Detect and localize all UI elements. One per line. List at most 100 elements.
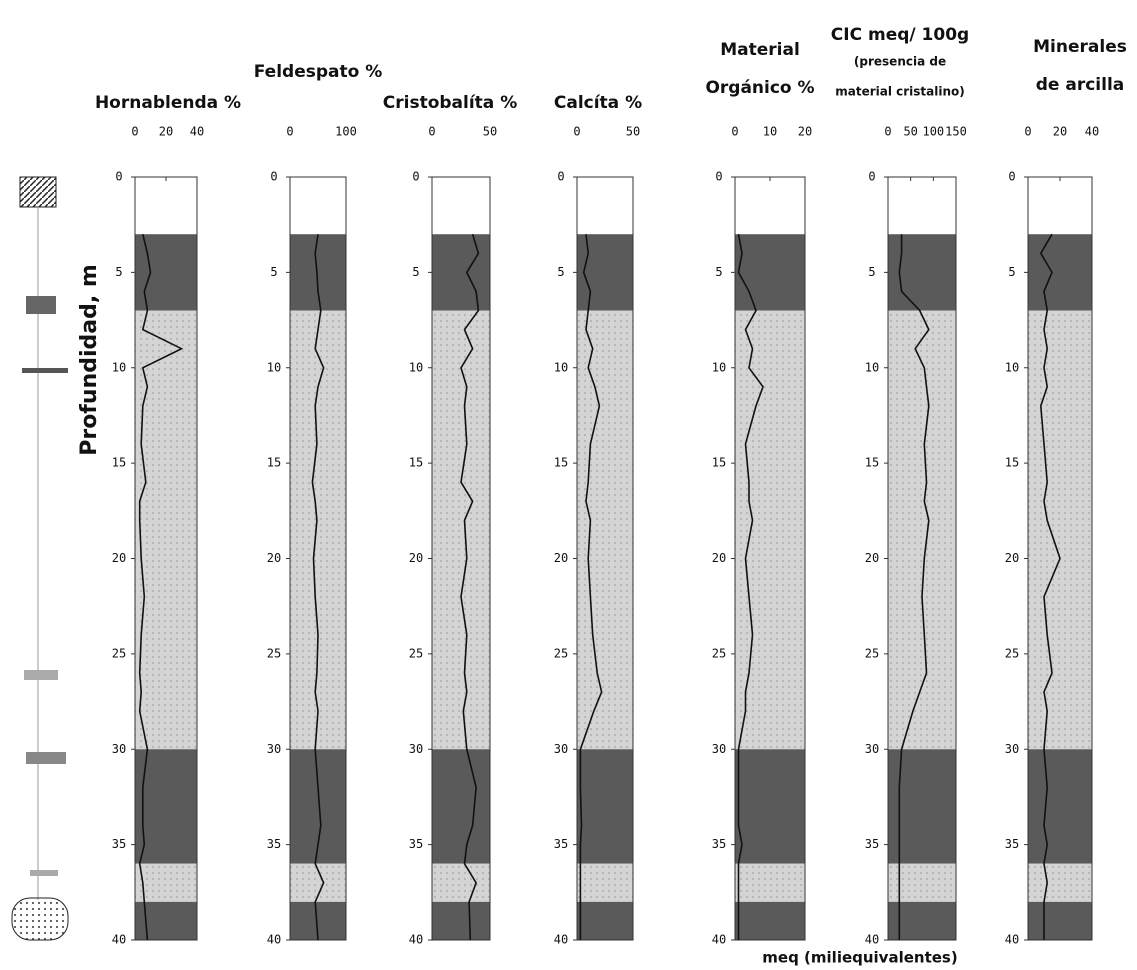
y-tick-label: 10 xyxy=(1005,360,1019,374)
y-tick-label: 5 xyxy=(1008,265,1015,279)
lithology-column xyxy=(12,177,68,940)
layer-texture xyxy=(432,311,490,750)
panel-title: Feldespato % xyxy=(254,62,383,82)
x-tick-label: 50 xyxy=(483,125,497,139)
y-tick-label: 35 xyxy=(554,837,568,851)
x-tick-label: 0 xyxy=(131,125,138,139)
y-tick-label: 10 xyxy=(267,360,281,374)
layer-texture xyxy=(735,311,805,750)
y-tick-label: 40 xyxy=(712,933,726,947)
y-tick-label: 5 xyxy=(868,265,875,279)
x-tick-label: 0 xyxy=(428,125,435,139)
figure: Profundidad, m meq (miliequivalentes) 05… xyxy=(0,0,1137,970)
y-tick-label: 35 xyxy=(1005,837,1019,851)
y-tick-label: 20 xyxy=(112,551,126,565)
y-tick-label: 20 xyxy=(554,551,568,565)
x-tick-label: 0 xyxy=(731,125,738,139)
y-tick-label: 25 xyxy=(112,646,126,660)
y-tick-label: 10 xyxy=(712,360,726,374)
y-tick-label: 25 xyxy=(865,646,879,660)
layer xyxy=(577,749,633,863)
x-tick-label: 20 xyxy=(798,125,812,139)
layer xyxy=(135,234,197,310)
y-tick-label: 25 xyxy=(409,646,423,660)
y-tick-label: 35 xyxy=(112,837,126,851)
layer xyxy=(1028,234,1092,310)
y-tick-label: 20 xyxy=(865,551,879,565)
unit-note: meq (miliequivalentes) xyxy=(762,949,957,967)
x-tick-label: 20 xyxy=(159,125,173,139)
y-tick-label: 40 xyxy=(865,933,879,947)
litho-bed xyxy=(22,368,68,373)
y-tick-label: 10 xyxy=(409,360,423,374)
y-tick-label: 0 xyxy=(115,170,122,184)
y-tick-label: 20 xyxy=(1005,551,1019,565)
y-tick-label: 40 xyxy=(1005,933,1019,947)
y-tick-label: 40 xyxy=(267,933,281,947)
litho-bed xyxy=(24,670,58,680)
panel-title: Hornablenda % xyxy=(95,93,241,113)
y-tick-label: 15 xyxy=(1005,456,1019,470)
layer xyxy=(577,902,633,940)
layer-texture xyxy=(577,311,633,750)
layer-texture xyxy=(577,864,633,902)
y-tick-label: 0 xyxy=(1008,170,1015,184)
layer-texture xyxy=(735,864,805,902)
x-tick-label: 100 xyxy=(922,125,944,139)
layer xyxy=(888,902,956,940)
layer xyxy=(735,902,805,940)
y-tick-label: 25 xyxy=(1005,646,1019,660)
y-tick-label: 30 xyxy=(409,742,423,756)
layer xyxy=(735,749,805,863)
y-tick-label: 25 xyxy=(267,646,281,660)
y-tick-label: 20 xyxy=(409,551,423,565)
litho-bed xyxy=(26,296,56,314)
litho-bottom xyxy=(12,898,68,940)
panel-subtitle: (presencia de xyxy=(854,55,946,69)
y-tick-label: 0 xyxy=(270,170,277,184)
panel-title: de arcilla xyxy=(1036,75,1125,95)
y-tick-label: 20 xyxy=(267,551,281,565)
layer-texture xyxy=(432,864,490,902)
y-tick-label: 0 xyxy=(715,170,722,184)
y-tick-label: 35 xyxy=(409,837,423,851)
y-axis-label: Profundidad, m xyxy=(77,264,102,456)
y-tick-label: 35 xyxy=(865,837,879,851)
layer xyxy=(1028,902,1092,940)
y-tick-label: 40 xyxy=(554,933,568,947)
y-tick-label: 10 xyxy=(112,360,126,374)
layer xyxy=(432,749,490,863)
panel-title: Orgánico % xyxy=(705,78,814,98)
x-tick-label: 0 xyxy=(1024,125,1031,139)
panel-subtitle: material cristalino) xyxy=(835,85,965,99)
layer xyxy=(888,749,956,863)
layer-texture xyxy=(290,311,346,750)
y-tick-label: 35 xyxy=(712,837,726,851)
y-tick-label: 5 xyxy=(557,265,564,279)
x-tick-label: 0 xyxy=(884,125,891,139)
layer xyxy=(888,234,956,310)
panel-title: Material xyxy=(720,40,800,60)
y-tick-label: 0 xyxy=(412,170,419,184)
x-tick-label: 0 xyxy=(573,125,580,139)
y-tick-label: 30 xyxy=(1005,742,1019,756)
x-tick-label: 0 xyxy=(286,125,293,139)
layer-texture xyxy=(888,864,956,902)
litho-top xyxy=(20,177,56,207)
y-tick-label: 5 xyxy=(115,265,122,279)
y-tick-label: 30 xyxy=(267,742,281,756)
x-tick-label: 40 xyxy=(190,125,204,139)
y-tick-label: 5 xyxy=(270,265,277,279)
layer xyxy=(432,234,490,310)
x-tick-label: 150 xyxy=(945,125,967,139)
x-tick-label: 50 xyxy=(903,125,917,139)
panel-title: CIC meq/ 100g xyxy=(831,25,969,45)
x-tick-label: 100 xyxy=(335,125,357,139)
layer xyxy=(577,234,633,310)
y-tick-label: 10 xyxy=(865,360,879,374)
y-tick-label: 0 xyxy=(868,170,875,184)
y-tick-label: 15 xyxy=(112,456,126,470)
y-tick-label: 25 xyxy=(712,646,726,660)
y-tick-label: 40 xyxy=(409,933,423,947)
litho-bed xyxy=(26,752,66,764)
